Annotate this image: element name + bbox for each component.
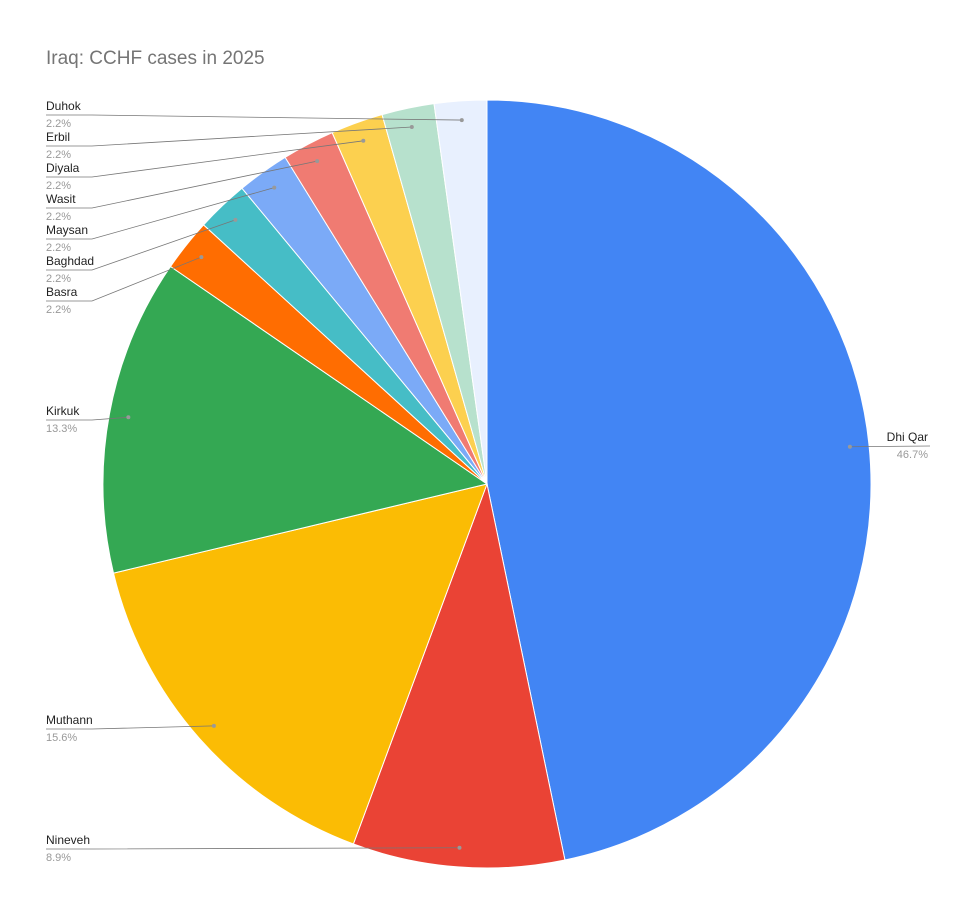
slice-value-label: 2.2% (46, 118, 71, 130)
leader-line (46, 140, 364, 178)
leader-line (46, 126, 412, 147)
leader-line (46, 187, 275, 240)
leader-dot (457, 845, 462, 850)
leader-dot (459, 118, 464, 123)
slice-label: Dhi Qar (887, 430, 928, 444)
slice-value-label: 2.2% (46, 273, 71, 285)
slice-value-label: 13.3% (46, 423, 77, 435)
slice-label: Muthann (46, 713, 93, 727)
leader-line (46, 256, 202, 302)
leader-line (46, 160, 318, 209)
slice-value-label: 2.2% (46, 304, 71, 316)
slice-value-label: 2.2% (46, 180, 71, 192)
slice-value-label: 2.2% (46, 149, 71, 161)
pie-slice (112, 483, 488, 845)
leader-dot (199, 255, 204, 260)
leader-line (46, 114, 462, 121)
pie-slice (102, 265, 489, 574)
leader-line (46, 847, 460, 850)
leader-dot (361, 138, 366, 143)
leader-line (46, 725, 214, 730)
slice-label: Maysan (46, 223, 88, 237)
leader-dot (272, 185, 277, 190)
slice-label: Baghdad (46, 254, 94, 268)
pie-slice (433, 99, 488, 485)
slice-label: Wasit (46, 192, 76, 206)
slice-value-label: 2.2% (46, 242, 71, 254)
slice-value-label: 8.9% (46, 852, 71, 864)
leader-dot (126, 415, 131, 420)
slice-label: Kirkuk (46, 404, 80, 418)
leader-dot (847, 444, 852, 449)
chart-title: Iraq: CCHF cases in 2025 (46, 48, 265, 69)
pie-slice (352, 482, 566, 869)
leader-line (849, 445, 931, 448)
slice-label: Erbil (46, 130, 70, 144)
pie-slice (486, 99, 872, 861)
slice-value-label: 2.2% (46, 211, 71, 223)
leader-dot (409, 125, 414, 130)
slice-label: Basra (46, 285, 78, 299)
slice-label: Diyala (46, 161, 80, 175)
slice-value-label: 46.7% (897, 449, 928, 461)
leader-dot (211, 723, 216, 728)
leader-line (46, 416, 129, 421)
slice-label: Nineveh (46, 833, 90, 847)
slice-value-label: 15.6% (46, 732, 77, 744)
leader-line (46, 219, 236, 271)
leader-dot (233, 217, 238, 222)
leader-dot (315, 159, 320, 164)
slice-label: Duhok (46, 99, 82, 113)
